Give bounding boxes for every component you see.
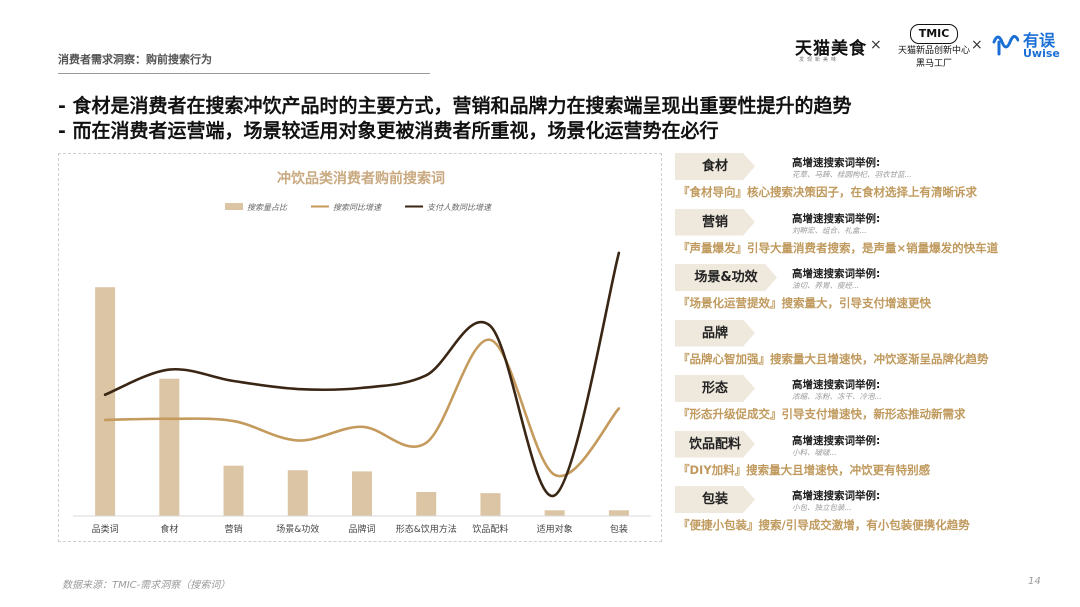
uwise-logo-cn: 有误 <box>1023 31 1056 50</box>
keyword-examples: 小料、啵啵... <box>792 447 837 457</box>
times-separator: × <box>971 37 983 53</box>
bar <box>544 510 565 516</box>
category-label: 食材 <box>701 159 728 174</box>
insight-item: 包装 高增速搜索词举例: 小包、独立包装... 『便捷小包装』搜索/引导成交激增，有小… <box>675 486 1065 542</box>
category-label: 场景&功效 <box>694 270 758 285</box>
x-tick-label: 品牌词 <box>348 523 375 535</box>
category-label: 包装 <box>701 492 728 507</box>
category-tag: 食材 <box>675 153 755 180</box>
tmic-logo: TMIC <box>910 24 958 44</box>
insight-text: 『便捷小包装』搜索/引导成交激增，有小包装便携化趋势 <box>678 518 970 532</box>
legend-entry: 支付人数同比增速 <box>427 203 493 212</box>
insight-text: 『声量爆发』引导大量消费者搜索，是声量×销量爆发的快车道 <box>678 240 999 255</box>
insight-item: 食材 高增速搜索词举例: 花草、马蹄、桂圆枸杞、羽衣甘蓝... 『食材导向』核心搜索决… <box>675 153 1065 209</box>
x-tick-label: 品类词 <box>92 523 119 535</box>
tmic-name: 天猫新品创新中心 <box>897 46 970 56</box>
category-label: 营销 <box>701 214 728 230</box>
headline-1: - 食材是消费者在搜索冲饮产品时的主要方式，营销和品牌力在搜索端呈现出重要性提升… <box>58 95 852 117</box>
bar <box>608 510 629 516</box>
search-chart: 冲饮品类消费者购前搜索词搜索量占比 搜索同比增速 支付人数同比增速品类词 食材 营销 场景… <box>58 153 662 542</box>
legend-entry: 搜索量占比 <box>247 203 288 212</box>
tmall-food-tagline: 发现新美味 <box>799 57 840 63</box>
x-tick-label: 食材 <box>160 523 178 535</box>
keyword-examples: 刘畊宏、组合、礼盒... <box>792 225 867 235</box>
tmic-subname: 黑马工厂 <box>915 59 952 69</box>
x-tick-label: 适用对象 <box>537 523 573 535</box>
page-number: 14 <box>1028 576 1041 587</box>
keyword-title: 高增速搜索词举例: <box>792 157 881 169</box>
bar <box>159 378 180 516</box>
category-label: 形态 <box>701 381 728 396</box>
insight-text: 『场景化运营提效』搜索量大，引导支付增速更快 <box>678 296 931 310</box>
tmall-food-logo: 天猫美食 <box>795 39 867 59</box>
x-tick-label: 包装 <box>610 523 628 535</box>
headline-2: - 而在消费者运营端，场景较适用对象更被消费者所重视，场景化运营势在必行 <box>58 120 719 142</box>
x-tick-label: 营销 <box>225 523 243 535</box>
category-tag: 品牌 <box>675 320 755 347</box>
x-tick-label: 形态&饮用方法 <box>396 523 457 535</box>
series-line <box>103 338 621 478</box>
keyword-title: 高增速搜索词举例: <box>792 379 881 391</box>
bar <box>480 493 501 516</box>
insight-item: 营销 高增速搜索词举例: 刘畊宏、组合、礼盒... 『声量爆发』引导大量消费者搜索，是… <box>675 209 1065 265</box>
keyword-title: 高增速搜索词举例: <box>792 434 881 447</box>
insight-text: 『形态升级促成交』引导支付增速快，新形态推动新需求 <box>678 407 966 421</box>
data-source: 数据来源：TMIC-需求洞察（搜索词） <box>62 580 231 591</box>
bar <box>95 287 116 516</box>
keyword-title: 高增速搜索词举例: <box>792 212 881 225</box>
keyword-title: 高增速搜索词举例: <box>792 268 881 280</box>
category-label: 品牌 <box>701 325 728 341</box>
keyword-examples: 花草、马蹄、桂圆枸杞、羽衣甘蓝... <box>792 170 912 179</box>
insight-item: 场景&功效 高增速搜索词举例: 油切、养胃、瘦经... 『场景化运营提效』搜索量大，引… <box>675 264 1065 320</box>
bar <box>416 491 437 516</box>
times-separator: × <box>870 37 882 53</box>
category-tag: 包装 <box>675 486 755 513</box>
partner-logos: 天猫美食 发现新美味 × TMIC 天猫新品创新中心 黑马工厂 × 有误 Uwi… <box>795 24 1065 69</box>
insight-text: 『DIY加料』搜索量大且增速快，冲饮更有特别感 <box>678 462 931 477</box>
x-tick-label: 饮品配料 <box>472 523 508 535</box>
bar <box>287 470 308 516</box>
topic-divider <box>58 73 430 74</box>
category-tag: 形态 <box>675 375 755 402</box>
legend-entry: 搜索同比增速 <box>333 203 383 212</box>
topic-label: 消费者需求洞察：购前搜索行为 <box>58 53 212 66</box>
keyword-examples: 小包、独立包装... <box>792 503 852 512</box>
keyword-examples: 浓缩、冻粉、冻干、冷泡... <box>792 392 882 401</box>
category-tag: 场景&功效 <box>675 264 777 291</box>
uwise-logo-icon <box>992 35 1019 56</box>
legend-swatch <box>225 203 243 210</box>
category-tag: 营销 <box>675 209 755 236</box>
insight-item: 品牌『品牌心智加强』搜索量大且增速快，冲饮逐渐呈品牌化趋势 <box>675 320 1065 376</box>
insight-text: 『品牌心智加强』搜索量大且增速快，冲饮逐渐呈品牌化趋势 <box>678 351 989 366</box>
uwise-logo-en: Uwise <box>1023 47 1060 60</box>
x-tick-label: 场景&功效 <box>276 523 319 535</box>
insight-text: 『食材导向』核心搜索决策因子，在食材选择上有清晰诉求 <box>678 185 977 199</box>
insight-item: 饮品配料 高增速搜索词举例: 小料、啵啵... 『DIY加料』搜索量大且增速快，冲饮更… <box>675 431 1065 487</box>
keyword-examples: 油切、养胃、瘦经... <box>792 281 860 290</box>
chart-title: 冲饮品类消费者购前搜索词 <box>277 170 445 187</box>
category-tag: 饮品配料 <box>675 431 755 458</box>
bar <box>223 465 244 516</box>
series-line <box>103 251 621 497</box>
insight-item: 形态 高增速搜索词举例: 浓缩、冻粉、冻干、冷泡... 『形态升级促成交』引导支付增速… <box>675 375 1065 431</box>
keyword-title: 高增速搜索词举例: <box>792 490 881 502</box>
insight-panel: 食材 高增速搜索词举例: 花草、马蹄、桂圆枸杞、羽衣甘蓝... 『食材导向』核心搜索决… <box>675 153 1065 543</box>
category-label: 饮品配料 <box>688 436 741 452</box>
bar <box>352 471 372 516</box>
